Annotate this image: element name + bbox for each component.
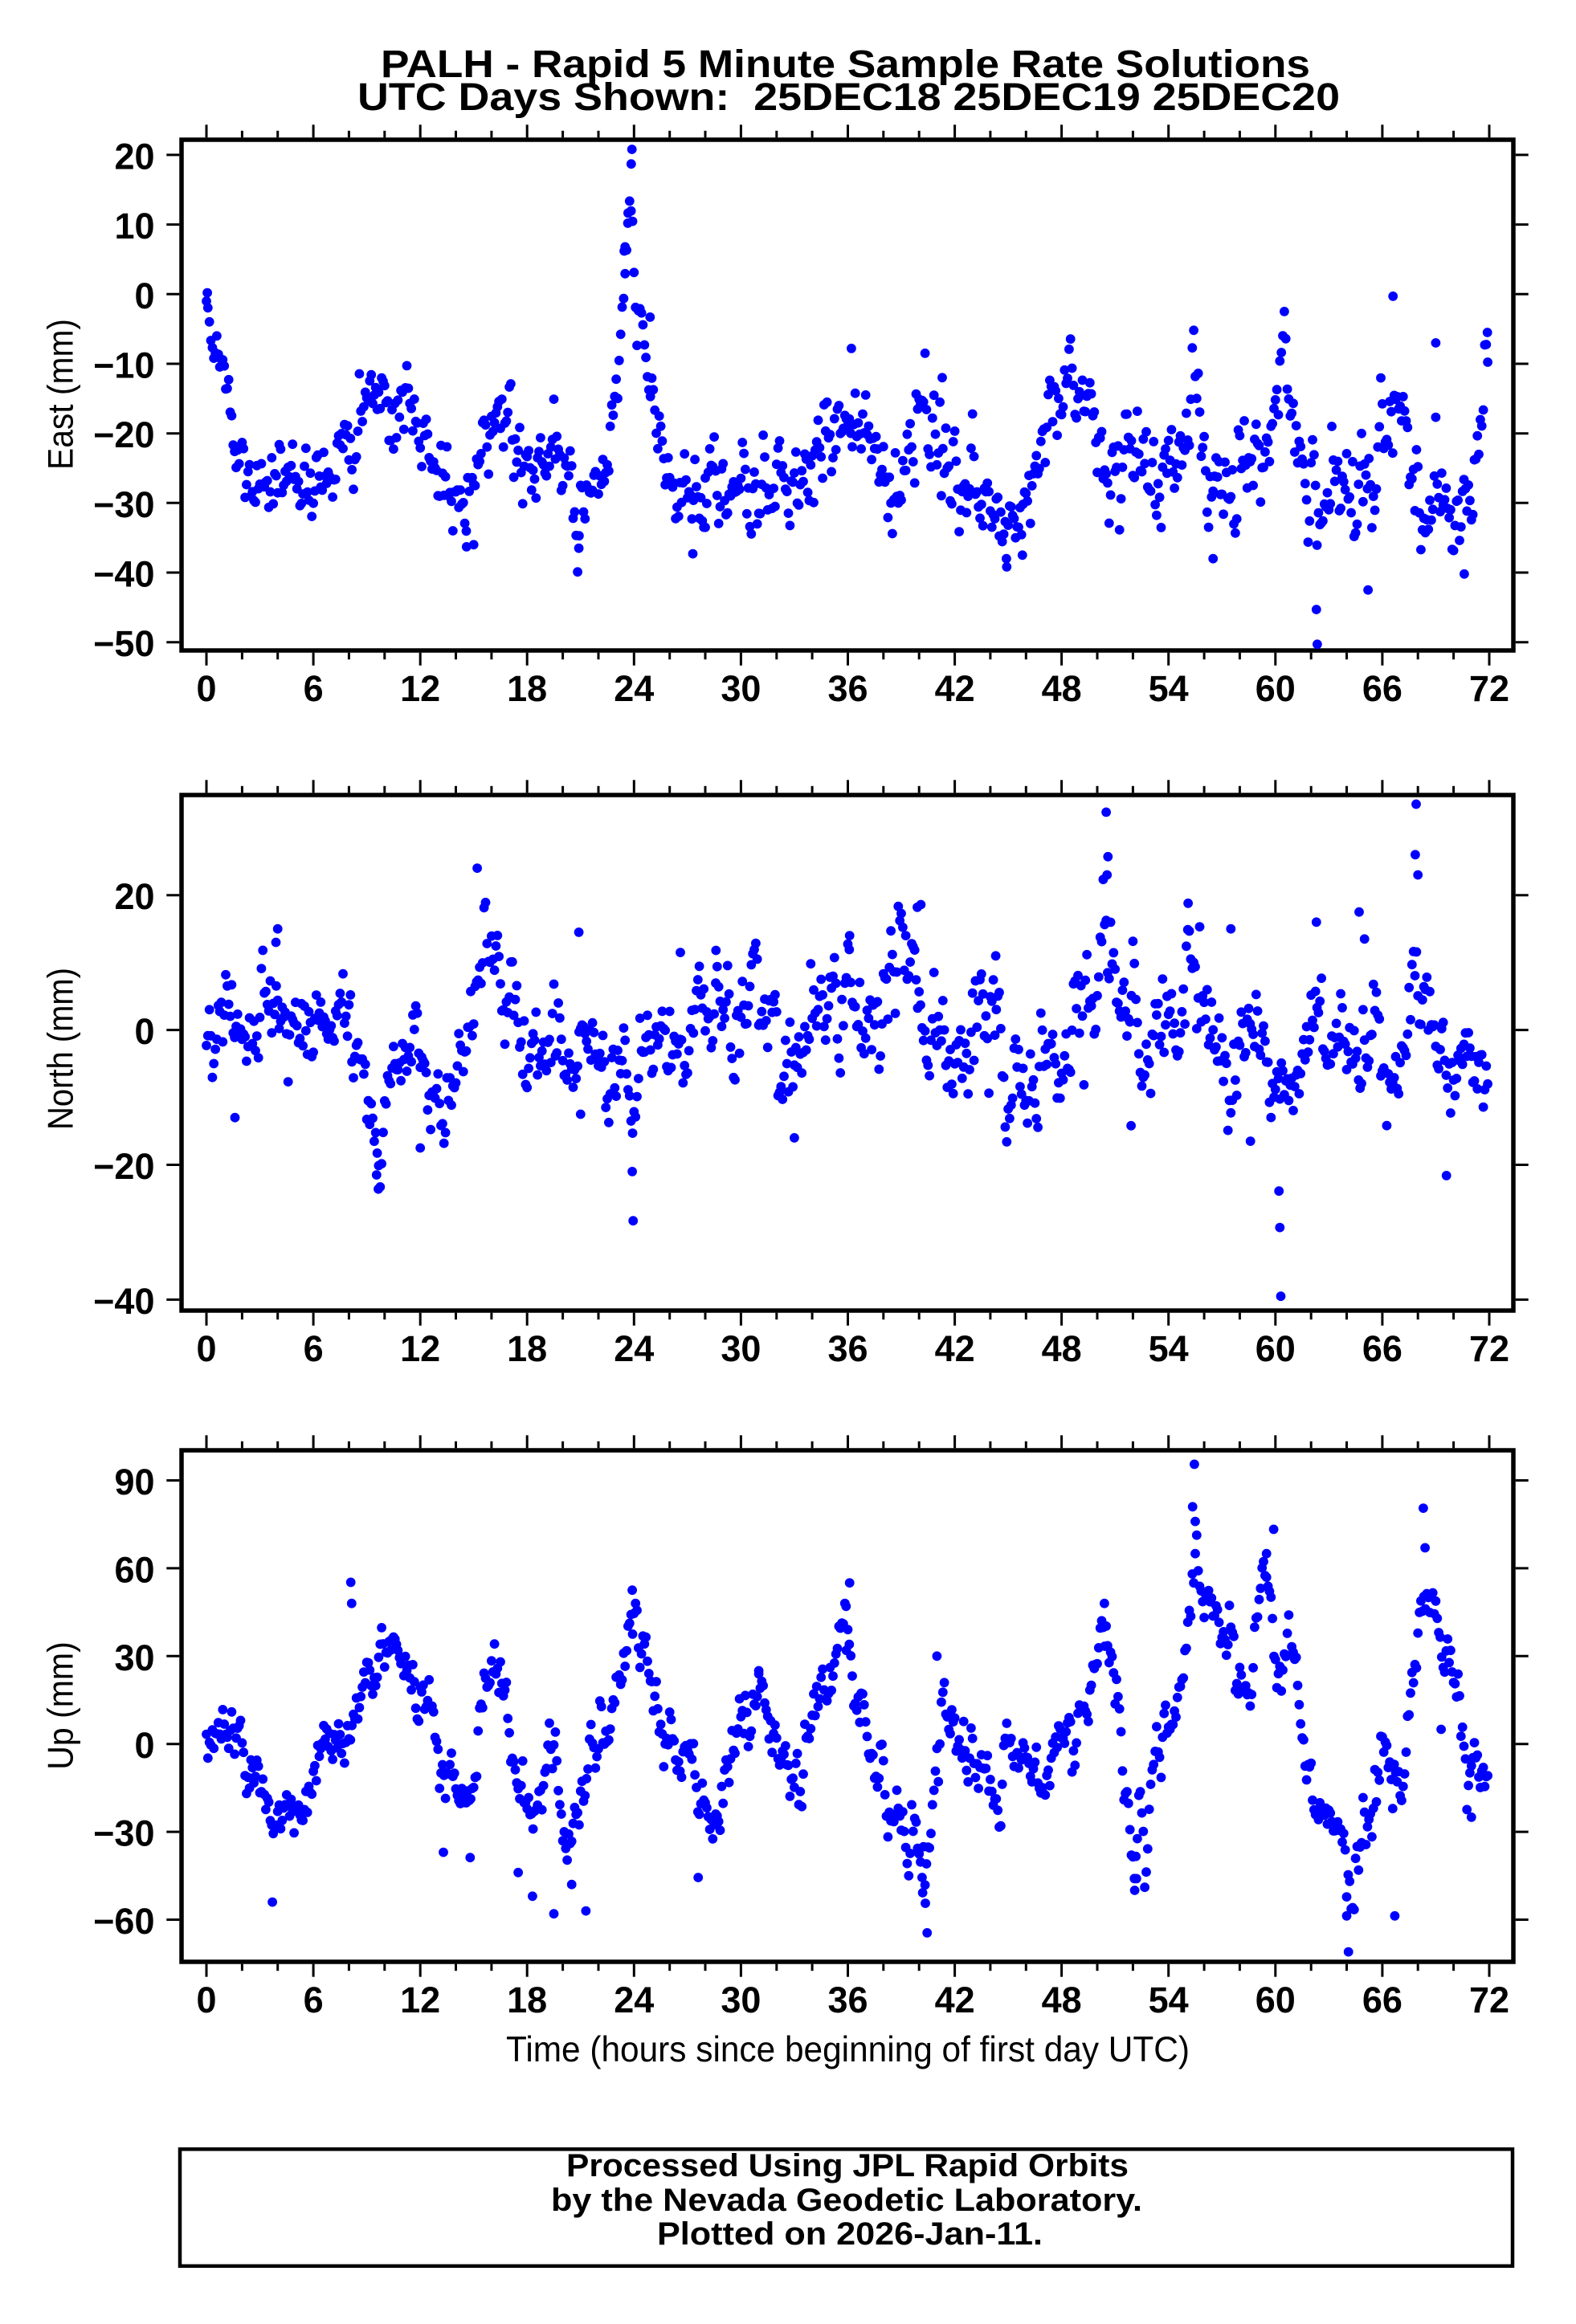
svg-text:Plotted on 2026-Jan-11.: Plotted on 2026-Jan-11. (657, 2216, 1043, 2252)
svg-text:0: 0 (134, 275, 154, 316)
svg-text:72: 72 (1469, 1979, 1509, 2020)
svg-text:30: 30 (721, 1979, 761, 2020)
svg-text:18: 18 (507, 1979, 547, 2020)
svg-text:90: 90 (114, 1462, 154, 1502)
svg-text:UTC Days Shown: 25DEC18 25DEC: UTC Days Shown: 25DEC18 25DEC19 25DEC20 (357, 75, 1340, 119)
svg-text:6: 6 (304, 668, 324, 709)
svg-text:6: 6 (304, 1328, 324, 1369)
svg-text:12: 12 (400, 1328, 440, 1369)
svg-text:54: 54 (1149, 1328, 1189, 1369)
svg-text:60: 60 (1255, 1328, 1296, 1369)
svg-text:66: 66 (1362, 668, 1402, 709)
svg-text:20: 20 (114, 136, 154, 177)
svg-text:−40: −40 (93, 554, 154, 595)
svg-text:0: 0 (134, 1725, 154, 1766)
svg-text:East (mm): East (mm) (42, 319, 81, 470)
svg-text:18: 18 (507, 668, 547, 709)
svg-text:48: 48 (1042, 668, 1082, 709)
svg-text:18: 18 (507, 1328, 547, 1369)
svg-text:Processed Using JPL Rapid Orbi: Processed Using JPL Rapid Orbits (566, 2148, 1129, 2183)
svg-text:−40: −40 (93, 1281, 154, 1322)
svg-text:30: 30 (721, 1328, 761, 1369)
svg-text:−50: −50 (93, 623, 154, 664)
svg-text:42: 42 (935, 1979, 975, 2020)
svg-text:24: 24 (614, 1979, 654, 2020)
svg-text:24: 24 (614, 668, 654, 709)
svg-text:24: 24 (614, 1328, 654, 1369)
svg-text:66: 66 (1362, 1328, 1402, 1369)
svg-text:48: 48 (1042, 1328, 1082, 1369)
svg-text:−20: −20 (93, 414, 154, 455)
svg-text:0: 0 (134, 1011, 154, 1052)
svg-text:−20: −20 (93, 1146, 154, 1187)
svg-text:72: 72 (1469, 668, 1509, 709)
svg-text:Time (hours since beginning of: Time (hours since beginning of first day… (506, 2030, 1190, 2069)
svg-text:60: 60 (1255, 1979, 1296, 2020)
svg-text:Up (mm): Up (mm) (42, 1641, 81, 1770)
svg-text:36: 36 (827, 1328, 868, 1369)
svg-text:42: 42 (935, 1328, 975, 1369)
svg-text:54: 54 (1149, 1979, 1189, 2020)
svg-text:−30: −30 (93, 484, 154, 525)
svg-text:by the Nevada Geodetic Laborat: by the Nevada Geodetic Laboratory. (551, 2183, 1142, 2218)
svg-text:−60: −60 (93, 1901, 154, 1942)
svg-text:12: 12 (400, 1979, 440, 2020)
svg-text:−10: −10 (93, 345, 154, 386)
svg-text:36: 36 (827, 668, 868, 709)
svg-text:54: 54 (1149, 668, 1189, 709)
svg-text:36: 36 (827, 1979, 868, 2020)
svg-text:30: 30 (721, 668, 761, 709)
svg-text:0: 0 (196, 668, 216, 709)
svg-text:10: 10 (114, 206, 154, 247)
svg-text:30: 30 (114, 1637, 154, 1678)
svg-text:0: 0 (196, 1979, 216, 2020)
svg-text:−30: −30 (93, 1813, 154, 1854)
svg-text:6: 6 (304, 1979, 324, 2020)
svg-text:72: 72 (1469, 1328, 1509, 1369)
svg-text:48: 48 (1042, 1979, 1082, 2020)
svg-text:60: 60 (114, 1549, 154, 1590)
svg-text:12: 12 (400, 668, 440, 709)
svg-text:42: 42 (935, 668, 975, 709)
svg-text:PALH - Rapid 5 Minute Sample R: PALH - Rapid 5 Minute Sample Rate Soluti… (381, 43, 1310, 86)
svg-text:66: 66 (1362, 1979, 1402, 2020)
svg-text:0: 0 (196, 1328, 216, 1369)
svg-text:60: 60 (1255, 668, 1296, 709)
svg-text:North (mm): North (mm) (42, 968, 81, 1130)
svg-text:20: 20 (114, 876, 154, 917)
